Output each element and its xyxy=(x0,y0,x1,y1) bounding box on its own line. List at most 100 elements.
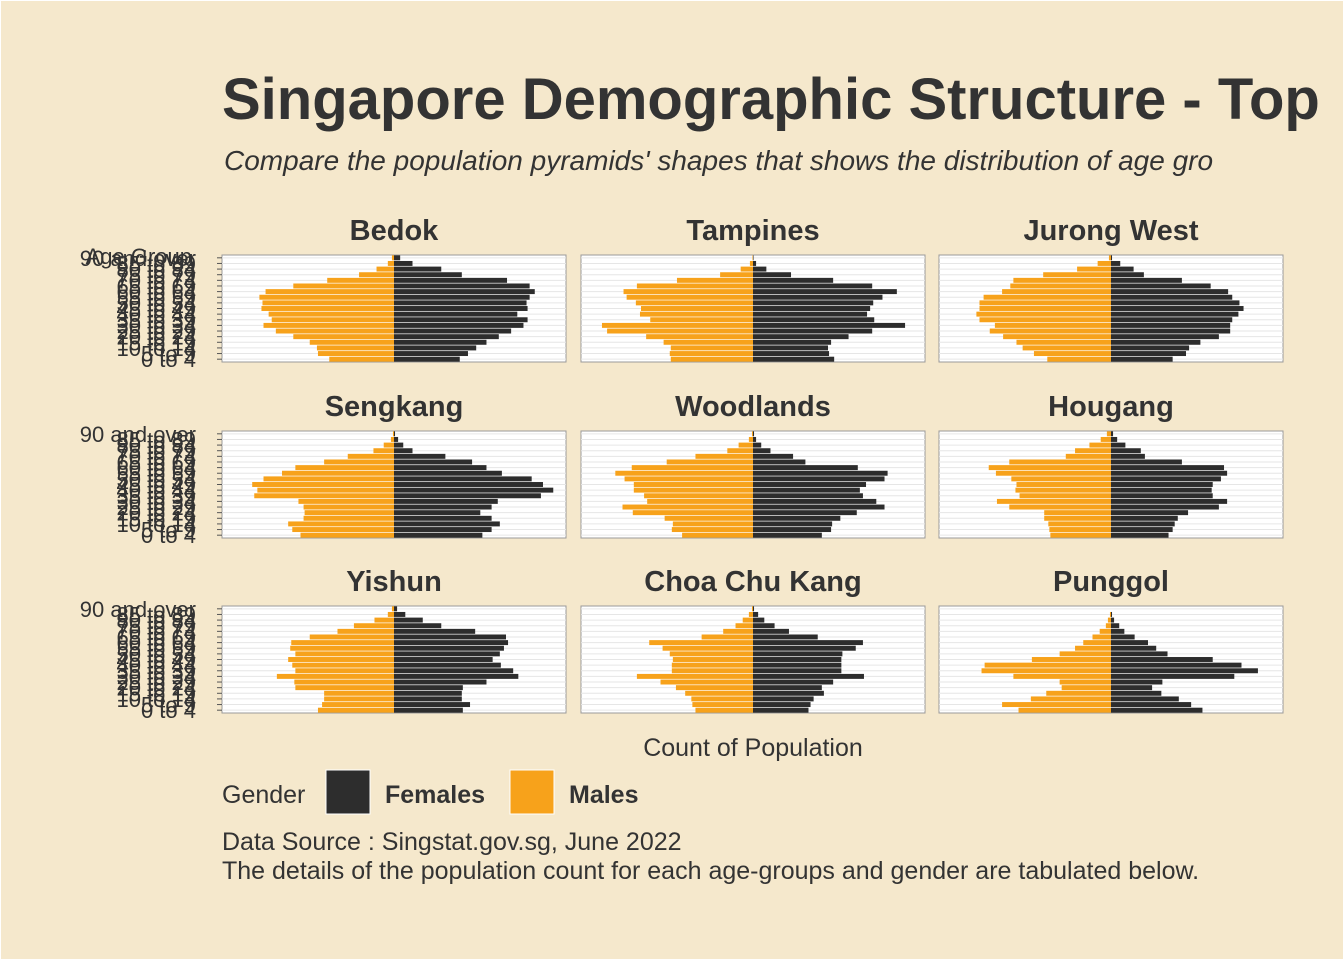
bar-female xyxy=(394,510,481,516)
bar-female xyxy=(1111,628,1125,634)
bar-male xyxy=(292,662,394,668)
bar-male xyxy=(626,294,753,300)
y-tick-label: 20 to 24 xyxy=(116,676,196,701)
facet-title: Bedok xyxy=(350,215,440,247)
bar-female xyxy=(753,272,792,278)
bar-female xyxy=(1111,272,1144,278)
bar-male xyxy=(1046,690,1111,696)
bar-female xyxy=(394,277,508,283)
facet-title: Sengkang xyxy=(325,391,464,423)
bar-female xyxy=(1111,657,1213,662)
bar-female xyxy=(1111,645,1157,651)
bar-male xyxy=(262,300,394,306)
bar-female xyxy=(753,532,822,538)
bar-female xyxy=(753,487,860,493)
bar-female xyxy=(753,668,842,674)
bar-female xyxy=(394,645,504,651)
bar-female xyxy=(394,351,468,357)
y-tick-label: 20 to 24 xyxy=(116,501,196,526)
bar-male xyxy=(675,685,753,691)
bar-female xyxy=(753,617,765,623)
y-tick-label: 0 to 4 xyxy=(141,347,196,372)
y-tick-label: 50 to 54 xyxy=(116,642,196,667)
bar-female xyxy=(1111,634,1135,640)
bar-male xyxy=(392,431,394,437)
bar-female xyxy=(753,266,767,272)
y-tick-label: 70 to 74 xyxy=(116,268,196,293)
bar-female xyxy=(753,476,885,482)
bar-male xyxy=(1075,645,1111,651)
bar-male xyxy=(1092,634,1111,640)
y-tick-label: 45 to 49 xyxy=(116,648,196,673)
bar-male xyxy=(1044,510,1111,516)
bar-female xyxy=(1111,328,1231,334)
bar-female xyxy=(1111,690,1162,696)
bar-male xyxy=(1083,640,1111,646)
bar-female xyxy=(753,289,897,295)
bar-male xyxy=(1013,673,1111,679)
bar-male xyxy=(727,448,753,454)
facet-tampines: Tampines xyxy=(580,215,926,363)
bar-female xyxy=(753,696,814,702)
facet-hougang: Hougang xyxy=(938,391,1284,539)
bar-male xyxy=(293,334,394,340)
bar-male xyxy=(672,521,753,527)
bar-male xyxy=(324,696,394,702)
bar-female xyxy=(394,453,446,459)
bar-male xyxy=(329,356,394,362)
bar-male xyxy=(1050,532,1111,538)
bar-male xyxy=(735,623,753,629)
bar-female xyxy=(394,690,462,696)
bar-female xyxy=(1111,487,1212,493)
bar-female xyxy=(753,640,863,646)
bar-female xyxy=(753,527,832,533)
y-tick-label: 0 to 4 xyxy=(141,698,196,723)
bar-male xyxy=(290,645,394,651)
y-tick-label: 55 to 59 xyxy=(116,636,196,661)
bar-female xyxy=(753,322,906,328)
bar-female xyxy=(1111,679,1163,685)
bar-male xyxy=(295,465,394,471)
y-tick-label: 90 and over xyxy=(80,597,196,622)
bar-male xyxy=(622,504,753,510)
bar-male xyxy=(1049,527,1111,533)
bar-male xyxy=(1016,339,1111,345)
bar-male xyxy=(996,498,1111,504)
bar-female xyxy=(753,628,789,634)
bar-female xyxy=(1111,696,1179,702)
bar-male xyxy=(1018,707,1111,713)
bar-male xyxy=(309,339,394,345)
y-tick-label: 60 to 64 xyxy=(116,280,196,305)
bar-male xyxy=(666,459,753,465)
chart-subtitle: Compare the population pyramids' shapes … xyxy=(224,145,1213,176)
bar-female xyxy=(753,260,757,266)
bar-female xyxy=(1111,527,1173,533)
bar-female xyxy=(753,339,832,345)
caption-line-1: Data Source : Singstat.gov.sg, June 2022 xyxy=(222,828,682,856)
bar-male xyxy=(979,317,1111,323)
bar-female xyxy=(753,702,811,708)
bar-female xyxy=(1111,673,1235,679)
bar-female xyxy=(394,436,399,442)
y-tick-label: 60 to 64 xyxy=(116,631,196,656)
facet-title: Hougang xyxy=(1048,391,1174,423)
bar-female xyxy=(753,328,873,334)
bar-female xyxy=(394,651,500,657)
bar-female xyxy=(1111,532,1169,538)
bar-male xyxy=(1013,277,1111,283)
bar-female xyxy=(394,707,463,713)
bar-male xyxy=(752,255,753,261)
bar-female xyxy=(394,328,512,334)
bar-male xyxy=(1097,260,1111,266)
bar-female xyxy=(753,311,868,317)
bar-male xyxy=(624,476,753,482)
bar-male xyxy=(981,668,1111,674)
bar-male xyxy=(979,306,1111,311)
bar-male xyxy=(1061,685,1111,691)
y-tick-label: 15 to 19 xyxy=(116,506,196,531)
y-tick-label: 70 to 74 xyxy=(116,619,196,644)
bar-female xyxy=(394,702,471,708)
bar-female xyxy=(753,356,835,362)
